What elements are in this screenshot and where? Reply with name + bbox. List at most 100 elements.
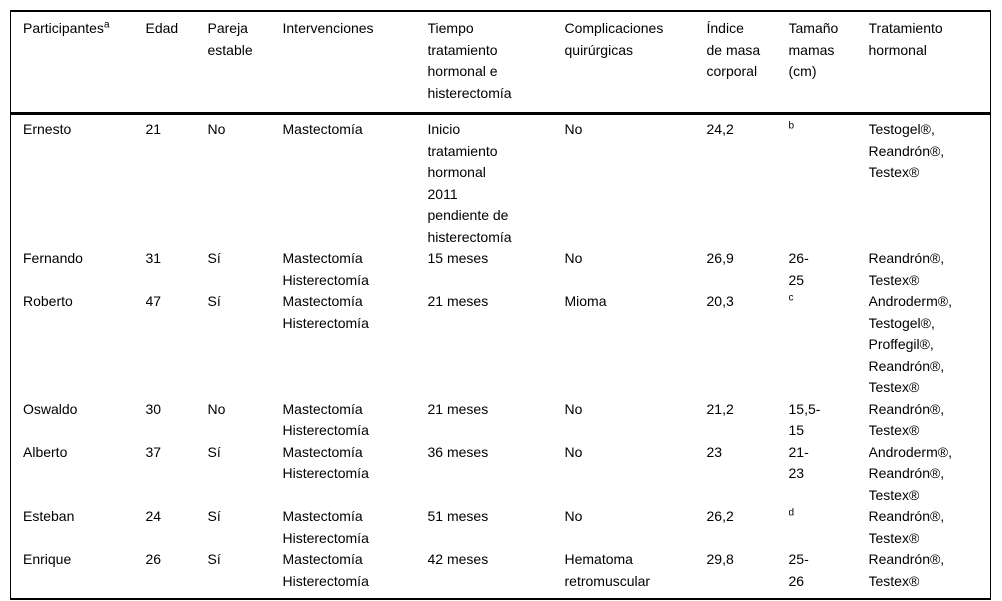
- cell-value: 25- 26: [788, 551, 809, 589]
- col-header-label: Índice de masa corporal: [706, 20, 761, 79]
- cell-tratamiento-hormonal: Reandrón®, Testex®: [868, 250, 945, 288]
- table-body: Ernesto 21 No Mastectomía Inicio tratami…: [11, 114, 991, 600]
- cell-intervenciones: Mastectomía Histerectomía: [282, 293, 369, 331]
- cell-indice-masa: 20,3: [706, 293, 734, 309]
- col-header-label: Tratamiento hormonal: [868, 20, 943, 58]
- cell-tamano-mamas: 25- 26: [789, 549, 869, 599]
- col-header-label: Intervenciones: [282, 20, 374, 36]
- cell-tiempo-tratamiento: 15 meses: [427, 250, 489, 266]
- cell-edad: 26: [145, 551, 162, 567]
- cell-tamano-mamas: b: [789, 114, 869, 249]
- col-header-tratamiento-hormonal: Tratamiento hormonal: [868, 11, 991, 115]
- cell-tratamiento-hormonal: Androderm®, Reandrón®, Testex®: [868, 443, 952, 503]
- cell-intervenciones: Mastectomía Histerectomía: [282, 400, 369, 439]
- cell-pareja-estable: Sí: [207, 508, 221, 524]
- cell-tiempo-tratamiento: Inicio tratamiento hormonal 2011 pendien…: [427, 121, 512, 245]
- cell-intervenciones: Mastectomía Histerectomía: [282, 443, 369, 482]
- cell-participantes: Roberto: [23, 293, 73, 309]
- cell-tratamiento-hormonal: Testogel®, Reandrón®, Testex®: [868, 121, 945, 180]
- cell-tiempo-tratamiento: 21 meses: [427, 400, 489, 417]
- footnote-marker: a: [103, 19, 110, 31]
- footnote-marker: c: [788, 292, 794, 304]
- cell-indice-masa: 26,2: [706, 508, 734, 524]
- table-header: Participantesa Edad Pareja estable Inter…: [10, 11, 991, 115]
- cell-tiempo-tratamiento: 36 meses: [427, 443, 489, 460]
- cell-edad: 31: [145, 250, 162, 266]
- cell-tiempo-tratamiento: 51 meses: [427, 508, 489, 524]
- col-header-intervenciones: Intervenciones: [282, 11, 428, 115]
- cell-complicaciones: Hematoma retromuscular: [564, 551, 651, 589]
- col-header-indice-masa: Índice de masa corporal: [706, 11, 789, 115]
- cell-pareja-estable: No: [207, 121, 226, 137]
- cell-participantes: Fernando: [23, 250, 83, 266]
- cell-value: 15,5- 15: [788, 400, 821, 439]
- cell-pareja-estable: Sí: [207, 551, 221, 567]
- table-row: Fernando 31 Sí Mastectomía Histerectomía…: [11, 248, 991, 291]
- cell-tratamiento-hormonal: Reandrón®, Testex®: [868, 508, 945, 546]
- cell-tamano-mamas: c: [789, 291, 869, 399]
- cell-tamano-mamas: 26- 25: [789, 248, 869, 291]
- cell-tratamiento-hormonal: Androderm®, Testogel®, Proffegil®, Reand…: [868, 293, 952, 395]
- cell-indice-masa: 21,2: [706, 400, 734, 417]
- cell-edad: 24: [145, 508, 162, 524]
- cell-complicaciones: No: [564, 250, 583, 266]
- table-row: Oswaldo 30 No Mastectomía Histerectomía …: [11, 399, 991, 442]
- table-row: Ernesto 21 No Mastectomía Inicio tratami…: [11, 114, 991, 249]
- col-header-tiempo-tratamiento: Tiempo tratamiento hormonal e histerecto…: [427, 11, 565, 115]
- table-header-row: Participantesa Edad Pareja estable Inter…: [10, 11, 991, 115]
- cell-intervenciones: Mastectomía Histerectomía: [282, 508, 369, 546]
- cell-tratamiento-hormonal: Reandrón®, Testex®: [868, 400, 945, 439]
- footnote-marker: b: [788, 120, 795, 132]
- cell-intervenciones: Mastectomía Histerectomía: [282, 250, 369, 288]
- cell-complicaciones: No: [564, 400, 583, 417]
- col-header-label: Tamaño mamas (cm): [788, 20, 839, 79]
- table-row: Esteban 24 Sí Mastectomía Histerectomía …: [11, 506, 991, 549]
- cell-participantes: Ernesto: [23, 121, 72, 137]
- col-header-label: Tiempo tratamiento hormonal e histerecto…: [427, 20, 512, 101]
- cell-tamano-mamas: 15,5- 15: [789, 399, 869, 442]
- cell-value: 26- 25: [788, 250, 809, 288]
- cell-edad: 21: [145, 121, 162, 137]
- cell-tratamiento-hormonal: Reandrón®, Testex®: [868, 551, 945, 589]
- col-header-edad: Edad: [145, 11, 208, 115]
- cell-tamano-mamas: d: [789, 506, 869, 549]
- cell-complicaciones: No: [564, 508, 583, 524]
- cell-edad: 30: [145, 400, 162, 417]
- col-header-label: Complicaciones quirúrgicas: [564, 20, 664, 58]
- cell-value: 21- 23: [788, 443, 809, 482]
- col-header-participantes: Participantesa: [10, 11, 146, 115]
- table-row: Enrique 26 Sí Mastectomía Histerectomía …: [11, 549, 991, 599]
- cell-pareja-estable: Sí: [207, 250, 221, 266]
- cell-intervenciones: Mastectomía Histerectomía: [282, 551, 369, 589]
- footnote-marker: d: [788, 507, 795, 519]
- col-header-complicaciones: Complicaciones quirúrgicas: [564, 11, 707, 115]
- col-header-tamano-mamas: Tamaño mamas (cm): [788, 11, 869, 115]
- cell-indice-masa: 26,9: [706, 250, 734, 266]
- cell-edad: 47: [145, 293, 162, 309]
- cell-complicaciones: No: [564, 443, 583, 460]
- table-row: Roberto 47 Sí Mastectomía Histerectomía …: [11, 291, 991, 399]
- cell-pareja-estable: No: [207, 400, 226, 417]
- cell-edad: 37: [145, 443, 162, 460]
- table-row: Alberto 37 Sí Mastectomía Histerectomía …: [11, 442, 991, 507]
- col-header-label: Pareja estable: [207, 20, 253, 58]
- cell-indice-masa: 24,2: [706, 121, 734, 137]
- cell-participantes: Oswaldo: [23, 400, 78, 417]
- cell-indice-masa: 23: [706, 443, 723, 460]
- cell-complicaciones: Mioma: [564, 293, 607, 309]
- cell-intervenciones: Mastectomía: [282, 121, 363, 137]
- col-header-pareja-estable: Pareja estable: [207, 11, 283, 115]
- cell-pareja-estable: Sí: [207, 293, 221, 309]
- cell-indice-masa: 29,8: [706, 551, 734, 567]
- cell-participantes: Enrique: [23, 551, 72, 567]
- cell-complicaciones: No: [564, 121, 583, 137]
- col-header-label: Edad: [145, 20, 179, 36]
- cell-pareja-estable: Sí: [207, 443, 221, 460]
- cell-tiempo-tratamiento: 21 meses: [427, 293, 489, 309]
- cell-tamano-mamas: 21- 23: [789, 442, 869, 507]
- participants-table: Participantesa Edad Pareja estable Inter…: [10, 10, 991, 600]
- col-header-label: Participantes: [23, 20, 104, 36]
- cell-participantes: Alberto: [23, 443, 68, 460]
- cell-tiempo-tratamiento: 42 meses: [427, 551, 489, 567]
